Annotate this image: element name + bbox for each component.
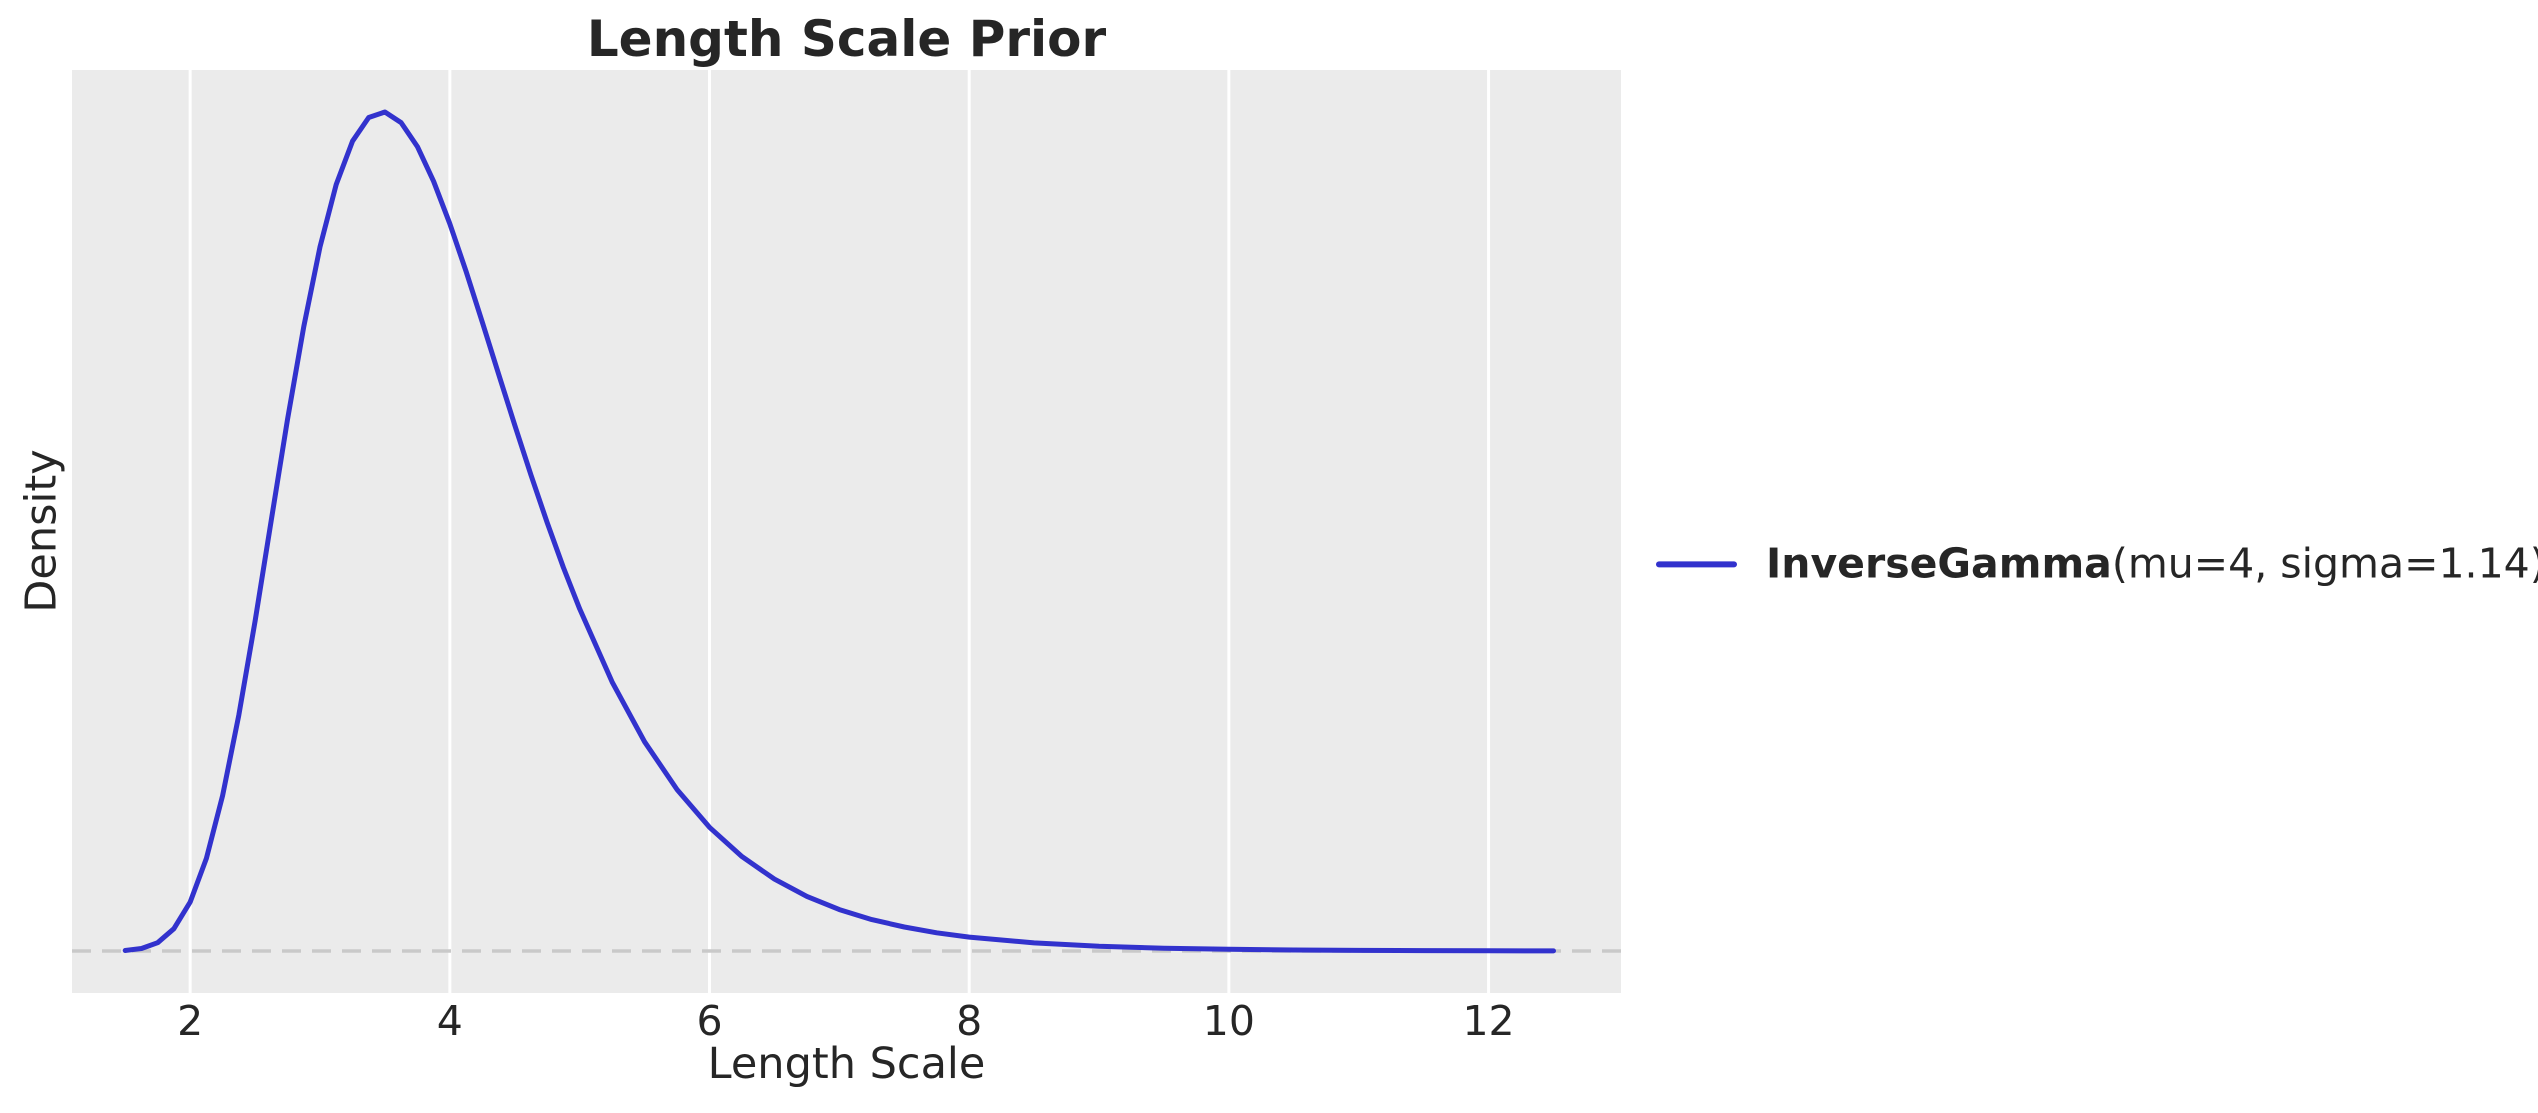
x-tick-label: 8 xyxy=(956,997,982,1045)
plot-area xyxy=(72,70,1621,993)
x-tick-label: 2 xyxy=(177,997,203,1045)
x-tick-label: 10 xyxy=(1203,997,1255,1045)
x-tick-label: 4 xyxy=(437,997,463,1045)
legend: InverseGamma(mu=4, sigma=1.14) xyxy=(1656,539,2538,588)
legend-label: InverseGamma(mu=4, sigma=1.14) xyxy=(1766,539,2538,588)
legend-line-swatch xyxy=(1656,561,1737,567)
density-curve xyxy=(122,109,1556,954)
y-axis-label: Density xyxy=(16,449,67,613)
legend-label-params: (mu=4, sigma=1.14) xyxy=(2111,539,2538,588)
legend-label-distribution: InverseGamma xyxy=(1766,539,2112,588)
x-tick-label: 12 xyxy=(1462,997,1514,1045)
x-tick-label: 6 xyxy=(696,997,722,1045)
chart-title: Length Scale Prior xyxy=(586,10,1107,68)
x-axis-label: Length Scale xyxy=(707,1039,986,1089)
